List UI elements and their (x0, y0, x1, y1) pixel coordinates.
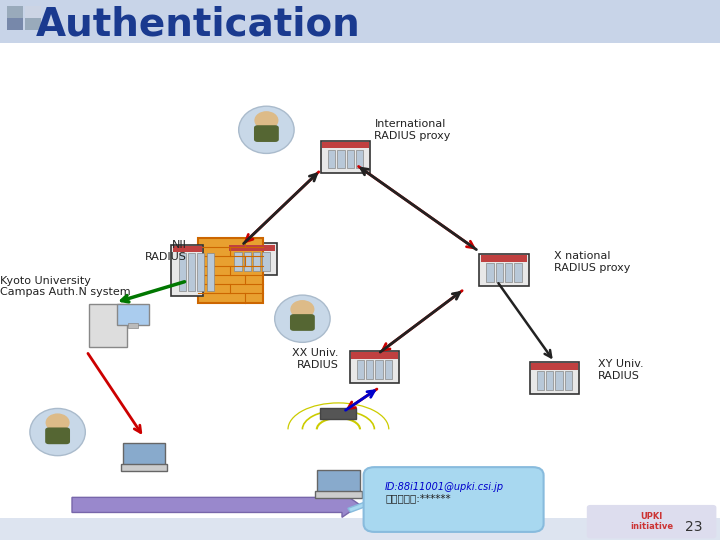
FancyBboxPatch shape (235, 252, 242, 271)
Ellipse shape (238, 106, 294, 153)
FancyBboxPatch shape (505, 263, 513, 282)
FancyBboxPatch shape (515, 263, 522, 282)
FancyBboxPatch shape (321, 141, 370, 173)
FancyBboxPatch shape (347, 150, 354, 168)
FancyBboxPatch shape (243, 252, 251, 271)
FancyBboxPatch shape (0, 1, 720, 43)
FancyBboxPatch shape (315, 491, 361, 498)
FancyBboxPatch shape (531, 363, 577, 370)
FancyBboxPatch shape (128, 323, 138, 328)
FancyBboxPatch shape (320, 408, 356, 418)
FancyBboxPatch shape (357, 360, 364, 379)
FancyArrow shape (348, 497, 379, 512)
FancyBboxPatch shape (587, 505, 716, 538)
FancyBboxPatch shape (45, 428, 70, 444)
Ellipse shape (30, 408, 86, 456)
FancyBboxPatch shape (197, 253, 204, 291)
FancyBboxPatch shape (328, 150, 336, 168)
FancyBboxPatch shape (25, 6, 41, 18)
FancyBboxPatch shape (122, 443, 166, 465)
FancyBboxPatch shape (171, 245, 203, 295)
Text: 23: 23 (685, 519, 702, 534)
FancyBboxPatch shape (481, 255, 528, 262)
Circle shape (255, 112, 278, 129)
Text: X national
RADIUS proxy: X national RADIUS proxy (554, 251, 631, 273)
FancyBboxPatch shape (556, 371, 563, 390)
FancyBboxPatch shape (366, 360, 374, 379)
FancyBboxPatch shape (546, 371, 554, 390)
Text: パスワード:******: パスワード:****** (385, 494, 451, 504)
FancyBboxPatch shape (351, 353, 397, 359)
FancyBboxPatch shape (229, 245, 275, 251)
Text: ID:88i11001@upki.csi.jp: ID:88i11001@upki.csi.jp (385, 482, 504, 492)
FancyBboxPatch shape (198, 238, 263, 302)
FancyBboxPatch shape (262, 252, 269, 271)
FancyBboxPatch shape (364, 467, 544, 532)
Text: XY Univ.
RADIUS: XY Univ. RADIUS (598, 359, 643, 381)
FancyBboxPatch shape (323, 142, 369, 149)
FancyBboxPatch shape (188, 253, 195, 291)
FancyBboxPatch shape (228, 244, 277, 275)
FancyBboxPatch shape (0, 518, 720, 540)
FancyBboxPatch shape (7, 6, 23, 18)
Circle shape (291, 301, 314, 318)
FancyBboxPatch shape (385, 360, 392, 379)
FancyBboxPatch shape (89, 304, 127, 347)
FancyBboxPatch shape (179, 253, 186, 291)
FancyBboxPatch shape (207, 253, 214, 291)
Text: Kyoto University
Campas Auth.N system: Kyoto University Campas Auth.N system (0, 275, 130, 297)
FancyBboxPatch shape (253, 252, 261, 271)
FancyArrow shape (72, 492, 360, 517)
FancyBboxPatch shape (7, 18, 23, 30)
FancyBboxPatch shape (254, 125, 279, 142)
Circle shape (46, 414, 69, 431)
Text: UPKI
initiative: UPKI initiative (630, 512, 673, 531)
FancyBboxPatch shape (290, 314, 315, 331)
FancyBboxPatch shape (25, 18, 41, 30)
FancyBboxPatch shape (487, 263, 494, 282)
FancyBboxPatch shape (537, 371, 544, 390)
FancyBboxPatch shape (496, 263, 503, 282)
FancyBboxPatch shape (356, 150, 363, 168)
Text: Authentication: Authentication (36, 5, 361, 44)
FancyBboxPatch shape (480, 254, 529, 286)
Text: NII
RADIUS: NII RADIUS (145, 240, 187, 262)
FancyBboxPatch shape (173, 246, 202, 252)
FancyBboxPatch shape (530, 362, 579, 394)
FancyBboxPatch shape (117, 304, 149, 325)
Ellipse shape (274, 295, 330, 342)
FancyBboxPatch shape (317, 470, 360, 492)
FancyBboxPatch shape (565, 371, 572, 390)
FancyBboxPatch shape (376, 360, 383, 379)
Text: XX Univ.
RADIUS: XX Univ. RADIUS (292, 348, 338, 370)
FancyBboxPatch shape (121, 464, 167, 471)
Text: International
RADIUS proxy: International RADIUS proxy (374, 119, 451, 140)
FancyBboxPatch shape (337, 150, 345, 168)
FancyBboxPatch shape (350, 352, 399, 383)
